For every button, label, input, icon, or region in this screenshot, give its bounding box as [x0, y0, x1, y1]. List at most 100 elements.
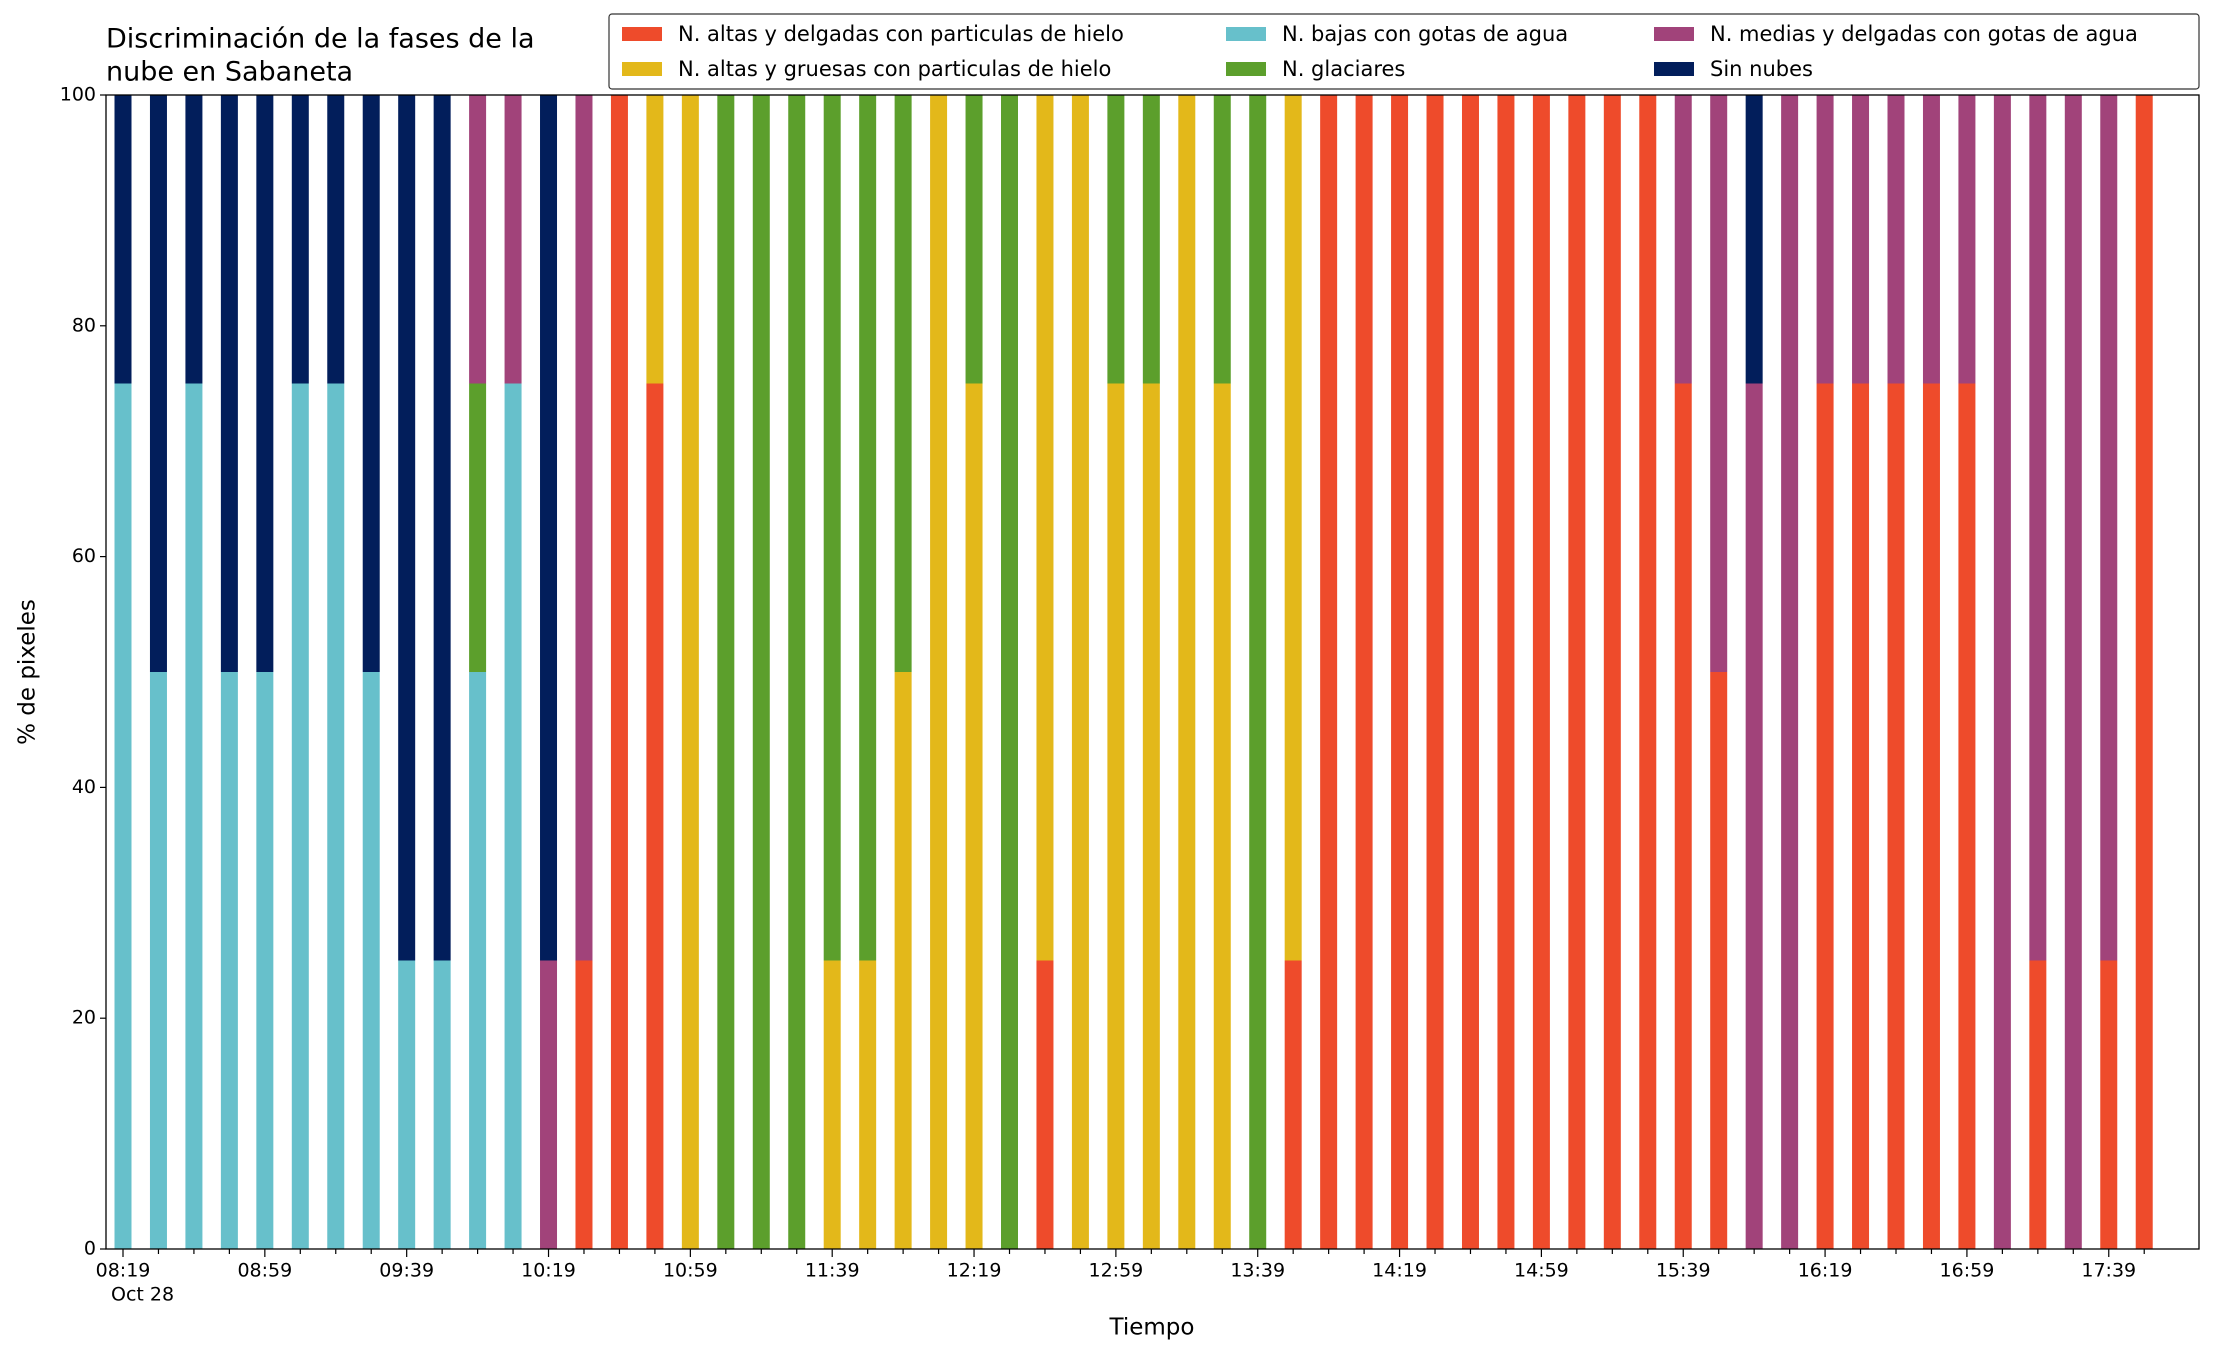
bar-segment — [859, 95, 877, 961]
bar-segment — [894, 95, 912, 672]
legend-label: N. altas y gruesas con particulas de hie… — [678, 57, 1111, 81]
bar-segment — [469, 672, 487, 1249]
legend-swatch — [622, 27, 662, 41]
bar-segment — [1036, 95, 1054, 961]
bar-segment — [398, 960, 416, 1249]
x-tick-label: 10:19 — [521, 1260, 576, 1282]
legend-swatch — [1654, 27, 1694, 41]
x-tick-label: 08:19 — [96, 1260, 151, 1282]
bar-segment — [610, 95, 628, 1249]
legend-swatch — [622, 62, 662, 76]
y-tick-label: 60 — [72, 545, 96, 567]
bar-segment — [1816, 95, 1834, 384]
y-tick-label: 20 — [72, 1007, 96, 1029]
bar-segment — [220, 95, 238, 672]
legend-label: Sin nubes — [1710, 57, 1813, 81]
bar-segment — [469, 95, 487, 384]
bar-segment — [1391, 95, 1409, 1249]
bar-segment — [1887, 95, 1905, 384]
bar-segment — [1001, 95, 1018, 1249]
bar-segment — [291, 95, 309, 384]
legend-box — [608, 13, 2200, 90]
bar-segment — [1816, 383, 1834, 1249]
bar-segment — [1710, 672, 1728, 1249]
bar-segment — [540, 95, 558, 961]
bar-segment — [185, 95, 203, 384]
bar-segment — [788, 95, 806, 1249]
bar-segment — [681, 95, 699, 1249]
bar-segment — [2135, 95, 2153, 1249]
x-axis-label: Tiempo — [1109, 1315, 1195, 1341]
bar-segment — [504, 383, 522, 1249]
chart-title: Discriminación de la fases de la — [106, 24, 535, 55]
x-tick-label: 17:39 — [2081, 1260, 2136, 1282]
bar-segment — [1497, 95, 1515, 1249]
bar-segment — [894, 672, 912, 1249]
bar-segment — [823, 95, 841, 961]
bar-segment — [1958, 95, 1976, 384]
bar-segment — [327, 95, 345, 384]
bar-segment — [220, 672, 238, 1249]
x-tick-label: 09:39 — [379, 1260, 434, 1282]
bar-segment — [2100, 95, 2118, 961]
legend-label: N. medias y delgadas con gotas de agua — [1710, 22, 2138, 46]
y-tick-label: 0 — [84, 1238, 96, 1260]
bar-segment — [1320, 95, 1338, 1249]
bar-segment — [1852, 383, 1870, 1249]
bar-segment — [433, 95, 451, 961]
bar-segment — [256, 95, 274, 672]
bar-segment — [1639, 95, 1657, 1249]
bar-segment — [1213, 95, 1231, 384]
bar-segment — [575, 960, 593, 1249]
bar-segment — [1532, 95, 1550, 1249]
bar-segment — [1249, 95, 1267, 1249]
legend-label: N. glaciares — [1282, 57, 1405, 81]
bar-segment — [1107, 383, 1125, 1249]
bar-segment — [1781, 95, 1799, 1249]
bar-segment — [1461, 95, 1479, 1249]
legend: N. altas y delgadas con particulas de hi… — [608, 13, 2200, 90]
x-tick-label: 14:19 — [1372, 1260, 1427, 1282]
bar-segment — [859, 960, 877, 1249]
x-tick-label: 16:59 — [1940, 1260, 1995, 1282]
y-tick-label: 80 — [72, 314, 96, 336]
bar-segment — [1284, 960, 1302, 1249]
bar-segment — [1674, 95, 1692, 384]
x-tick-label: 14:59 — [1514, 1260, 1569, 1282]
bar-segment — [930, 95, 948, 1249]
bar-segment — [1426, 95, 1444, 1249]
bar-segment — [1355, 95, 1373, 1249]
x-date-label: Oct 28 — [111, 1284, 174, 1306]
bar-segment — [823, 960, 841, 1249]
bar-segment — [2029, 95, 2047, 961]
bar-segment — [469, 383, 487, 672]
bar-segment — [149, 672, 167, 1249]
bar-segment — [575, 95, 593, 961]
bar-segment — [1036, 960, 1054, 1249]
y-tick-label: 40 — [72, 776, 96, 798]
legend-swatch — [1654, 62, 1694, 76]
bar-segment — [1922, 95, 1940, 384]
bar-segment — [1993, 95, 2011, 1249]
bar-segment — [965, 383, 983, 1249]
bar-segment — [1284, 95, 1302, 961]
bar-segment — [1603, 95, 1621, 1249]
legend-label: N. altas y delgadas con particulas de hi… — [678, 22, 1124, 46]
bar-segment — [1710, 95, 1728, 672]
bar-segment — [540, 960, 558, 1249]
x-tick-label: 16:19 — [1798, 1260, 1853, 1282]
plot-frame — [105, 94, 2200, 1250]
bar-segment — [717, 95, 735, 1249]
bar-segment — [1852, 95, 1870, 384]
bar-segment — [1745, 95, 1763, 384]
chart-title: nube en Sabaneta — [106, 57, 353, 88]
x-tick-label: 12:59 — [1088, 1260, 1143, 1282]
bar-segment — [2100, 960, 2118, 1249]
bar-segment — [398, 95, 416, 961]
bar-segment — [646, 383, 664, 1249]
bar-segment — [1887, 383, 1905, 1249]
bar-segment — [1071, 95, 1089, 1249]
x-tick-label: 15:39 — [1656, 1260, 1711, 1282]
